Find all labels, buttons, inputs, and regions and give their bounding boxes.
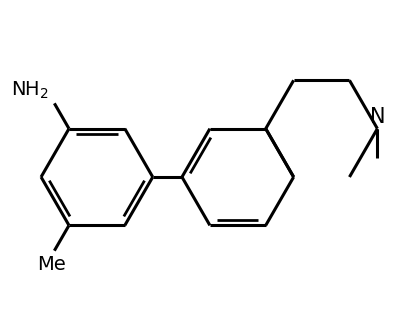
Text: Me: Me	[37, 255, 66, 274]
Text: NH$_2$: NH$_2$	[11, 79, 49, 101]
Text: N: N	[370, 107, 385, 126]
